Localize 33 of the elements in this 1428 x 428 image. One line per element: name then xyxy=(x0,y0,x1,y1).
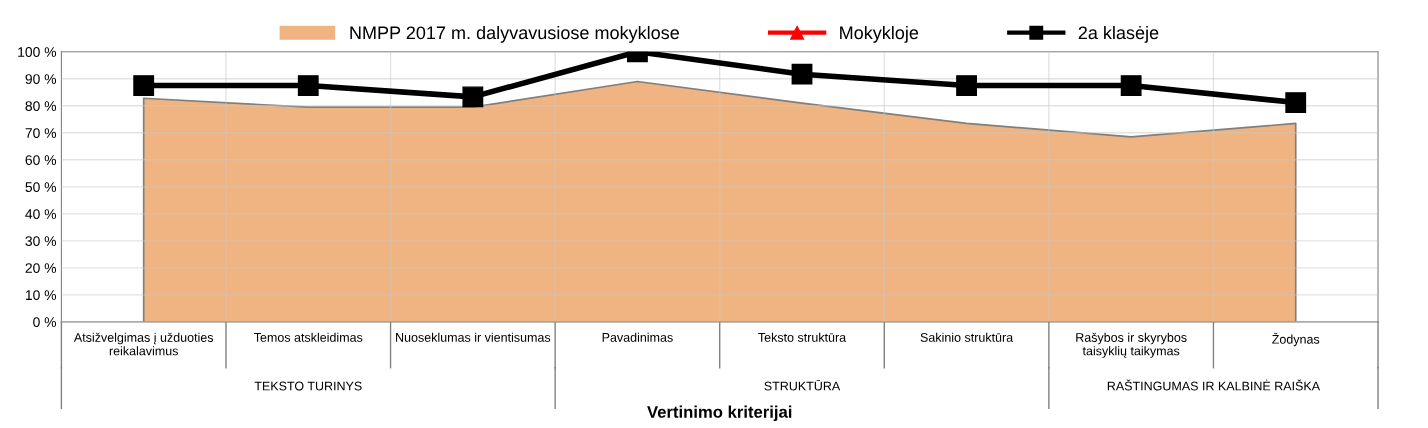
point xyxy=(791,63,813,85)
legend-label: 2a klasėje xyxy=(1078,25,1159,43)
y-tick-label: 20 % xyxy=(25,263,57,274)
y-tick-label: 0 % xyxy=(33,317,57,328)
point xyxy=(1120,75,1142,96)
x-tick-label: Nuoseklumas ir vientisumas xyxy=(396,332,551,342)
x-tick-label: Pavadinimas xyxy=(602,332,673,342)
y-tick-label: 40 % xyxy=(25,209,57,219)
point xyxy=(297,75,319,96)
y-tick-label: 60 % xyxy=(25,155,57,165)
y-tick-label: 100 % xyxy=(18,47,57,57)
point xyxy=(133,75,155,96)
x-tick-label: Sakinio struktūra xyxy=(920,332,1014,342)
x-tick-label: Teksto struktūra xyxy=(758,332,847,342)
y-tick-label: 30 % xyxy=(25,236,57,246)
y-tick-label: 50 % xyxy=(25,182,57,192)
y-tick-label: 80 % xyxy=(25,101,57,111)
point xyxy=(462,86,484,108)
x-tick-label: Atsižvelgimas į užduoties reikalavimus xyxy=(73,332,214,356)
y-tick-label: 90 % xyxy=(25,74,57,84)
y-tick-label: 70 % xyxy=(25,128,57,138)
x-axis-title: Vertinimo kriterijai xyxy=(647,405,792,422)
x-tick-label: Žodynas xyxy=(1272,332,1320,347)
text: TEKSTO TURINYS xyxy=(254,381,362,391)
text: STRUKTŪRA xyxy=(764,380,841,391)
x-tick-label: Temos atskleidimas xyxy=(254,332,363,342)
text: RAŠTINGUMAS IR KALBINĖ RAIŠKA xyxy=(1107,379,1321,391)
legend-label: NMPP 2017 m. dalyvavusiose mokyklose xyxy=(350,25,679,43)
y-tick-label: 10 % xyxy=(25,290,57,301)
point xyxy=(956,75,977,96)
legend-label: Mokykloje xyxy=(840,25,919,43)
x-tick-label: Rašybos ir skyrybos taisyklių taikymas xyxy=(1076,332,1187,358)
point xyxy=(1285,92,1307,113)
